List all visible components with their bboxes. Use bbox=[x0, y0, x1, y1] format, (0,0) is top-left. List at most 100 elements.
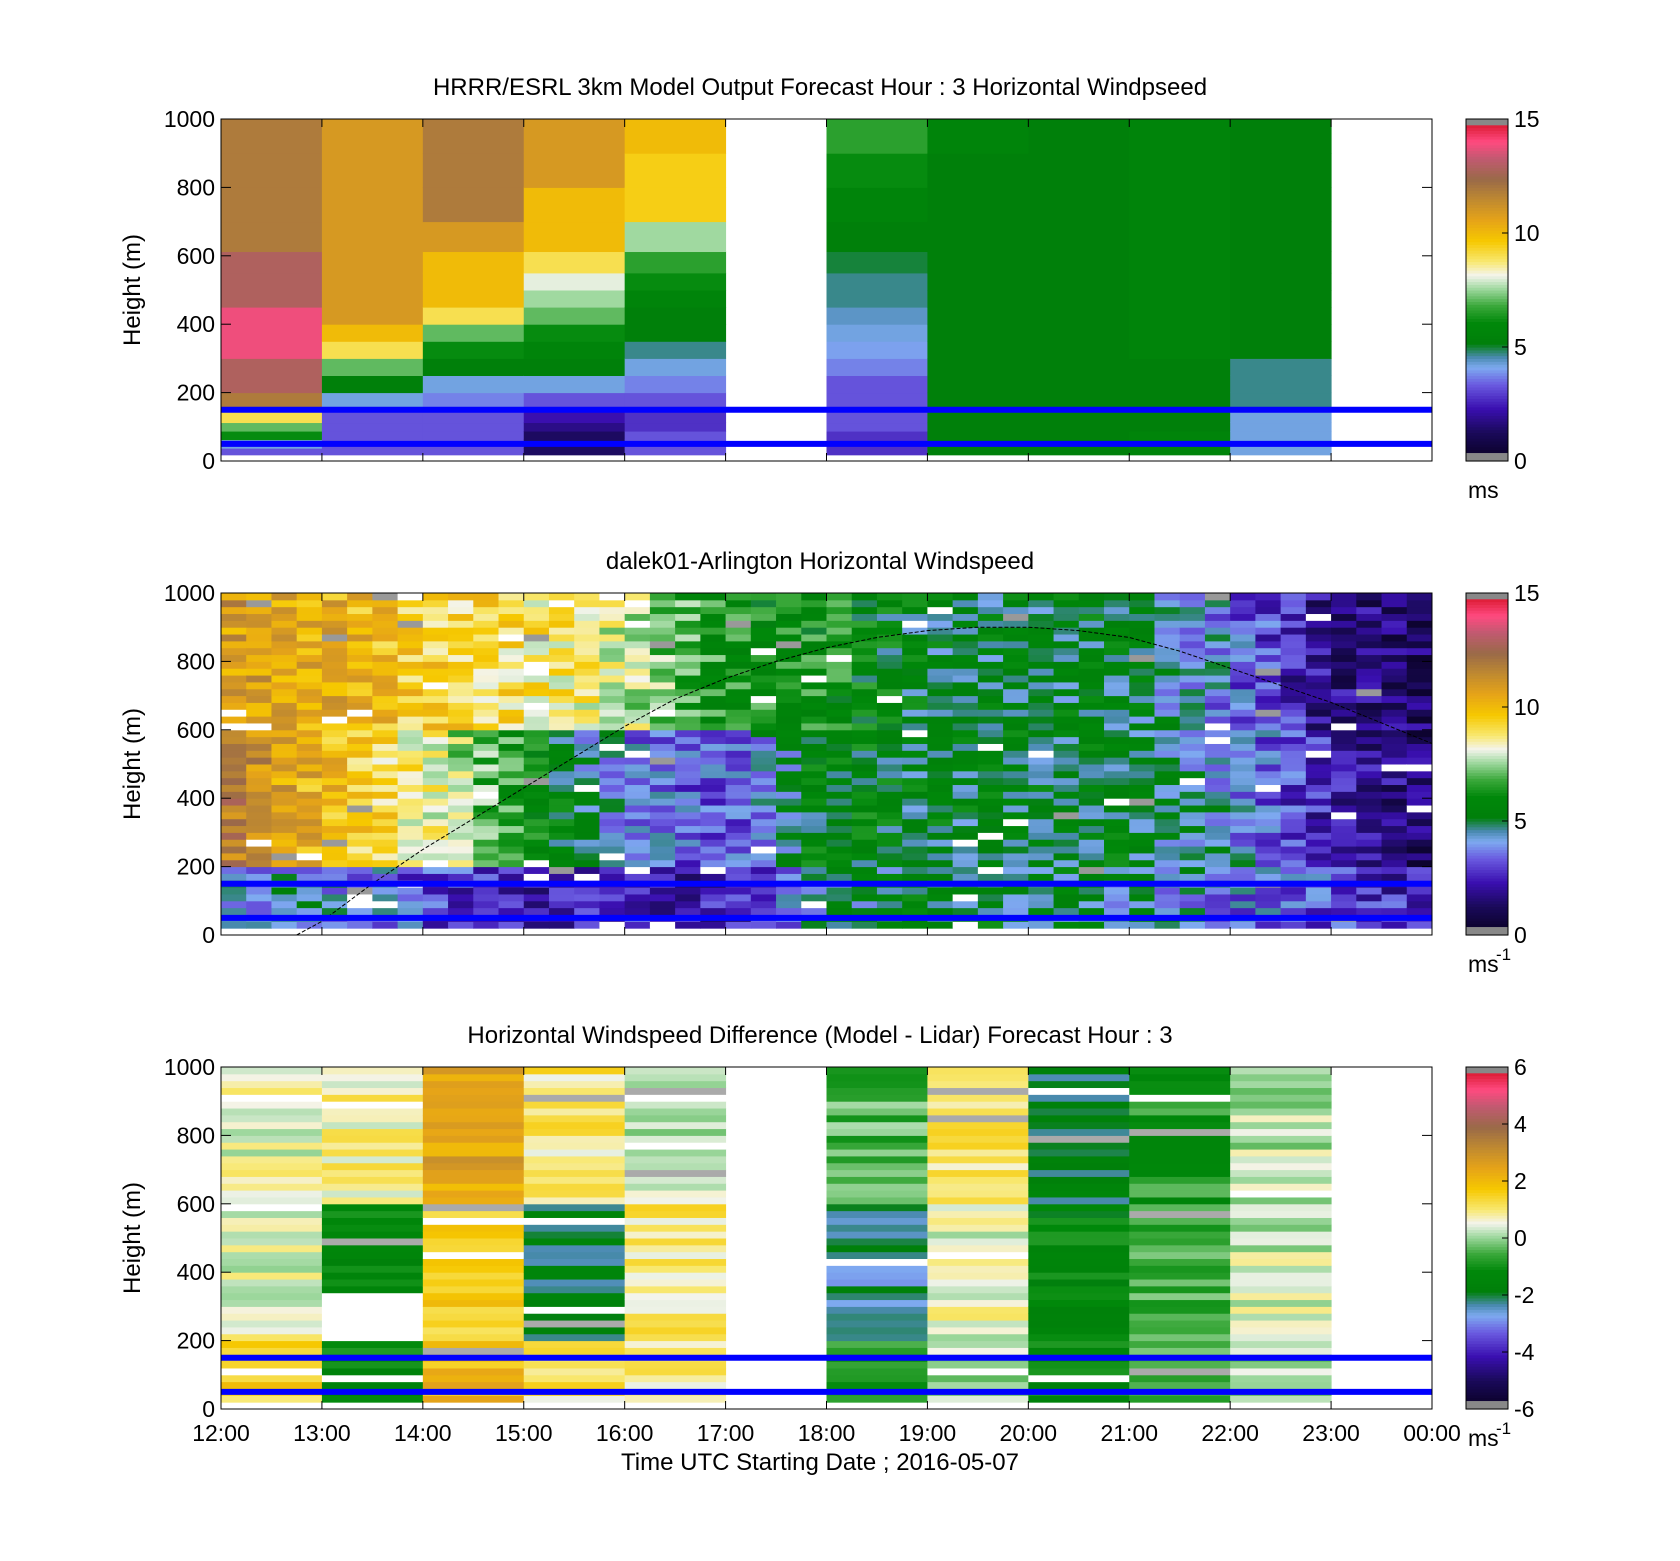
lidar-cell bbox=[826, 743, 853, 751]
colorbar-segment bbox=[1466, 1332, 1508, 1336]
lidar-cell bbox=[700, 873, 727, 881]
x-axis-label: Time UTC Starting Date ; 2016-05-07 bbox=[621, 1449, 1019, 1476]
lidar-cell bbox=[448, 921, 474, 929]
difference-cell bbox=[221, 1108, 323, 1116]
difference-cell bbox=[826, 1162, 928, 1171]
lidar-cell bbox=[271, 634, 298, 642]
lidar-cell bbox=[599, 743, 626, 751]
difference-cell bbox=[826, 1183, 928, 1191]
lidar-cell bbox=[1230, 825, 1256, 833]
colorbar-segment bbox=[1466, 233, 1508, 237]
lidar-cell bbox=[1381, 695, 1408, 703]
lidar-cell bbox=[599, 599, 626, 608]
difference-cell bbox=[321, 1395, 424, 1403]
difference-cell bbox=[927, 1162, 1029, 1171]
lidar-cell bbox=[1129, 675, 1155, 683]
lidar-cell bbox=[1104, 647, 1130, 656]
colorbar-segment bbox=[1466, 227, 1508, 231]
difference-cell bbox=[321, 1087, 424, 1095]
lidar-cell bbox=[473, 832, 500, 840]
lidar-cell bbox=[1381, 634, 1408, 642]
difference-cell bbox=[1028, 1135, 1130, 1143]
difference-cell bbox=[1028, 1183, 1130, 1191]
lidar-cell bbox=[448, 900, 474, 909]
lidar-cell bbox=[1003, 818, 1029, 827]
lidar-cell bbox=[1129, 654, 1155, 662]
difference-cell bbox=[1230, 1149, 1332, 1157]
lidar-cell bbox=[624, 852, 651, 861]
lidar-cell bbox=[1204, 846, 1231, 854]
colorbar-segment bbox=[1466, 650, 1508, 654]
lidar-cell bbox=[1003, 757, 1029, 765]
colorbar-segment bbox=[1466, 1152, 1508, 1156]
lidar-cell bbox=[574, 593, 600, 601]
lidar-cell bbox=[296, 688, 323, 697]
lidar-cell bbox=[574, 900, 600, 909]
lidar-cell bbox=[1230, 770, 1256, 779]
lidar-cell bbox=[296, 859, 323, 868]
lidar-cell bbox=[599, 716, 626, 724]
lidar-cell bbox=[1154, 675, 1181, 683]
lidar-cell bbox=[1255, 709, 1282, 717]
lidar-cell bbox=[902, 791, 928, 799]
lidar-cell bbox=[1003, 599, 1029, 608]
lidar-cell bbox=[246, 873, 272, 881]
lidar-cell bbox=[523, 791, 550, 799]
lidar-cell bbox=[574, 722, 600, 731]
difference-cell bbox=[221, 1087, 323, 1095]
colorbar-segment bbox=[1466, 821, 1508, 825]
colorbar-segment bbox=[1466, 201, 1508, 206]
lidar-cell bbox=[1104, 688, 1130, 697]
lidar-cell bbox=[750, 695, 777, 703]
lidar-cell bbox=[776, 887, 802, 895]
lidar-cell bbox=[826, 921, 853, 929]
lidar-cell bbox=[221, 681, 247, 690]
lidar-cell bbox=[927, 640, 954, 649]
lidar-cell bbox=[422, 839, 449, 847]
lidar-cell bbox=[1003, 627, 1029, 635]
lidar-cell bbox=[750, 764, 777, 772]
colorbar-segment bbox=[1466, 218, 1508, 223]
lidar-cell bbox=[1154, 921, 1181, 929]
model-cell bbox=[624, 341, 727, 359]
colorbar-segment bbox=[1466, 418, 1508, 422]
lidar-cell bbox=[1104, 681, 1130, 690]
lidar-cell bbox=[221, 613, 247, 621]
lidar-cell bbox=[977, 627, 1004, 635]
lidar-cell bbox=[296, 839, 323, 847]
lidar-cell bbox=[826, 654, 853, 662]
lidar-cell bbox=[1204, 811, 1231, 820]
difference-cell bbox=[624, 1251, 727, 1260]
lidar-cell bbox=[624, 743, 651, 751]
colorbar-segment bbox=[1466, 1257, 1508, 1262]
lidar-cell bbox=[296, 757, 323, 765]
difference-cell bbox=[523, 1381, 626, 1389]
difference-cell bbox=[523, 1176, 626, 1184]
lidar-cell bbox=[448, 743, 474, 751]
lidar-cell bbox=[649, 668, 676, 676]
lidar-cell bbox=[1003, 811, 1029, 820]
colorbar-segment bbox=[1466, 886, 1508, 890]
lidar-cell bbox=[902, 798, 928, 806]
difference-cell bbox=[1230, 1367, 1332, 1376]
lidar-cell bbox=[599, 846, 626, 854]
colorbar-segment bbox=[1466, 852, 1508, 856]
model-cell bbox=[321, 341, 424, 359]
lidar-cell bbox=[1255, 852, 1282, 861]
difference-cell bbox=[624, 1231, 727, 1239]
lidar-cell bbox=[321, 640, 348, 649]
lidar-cell bbox=[801, 722, 827, 731]
lidar-cell bbox=[1053, 859, 1080, 868]
difference-cell bbox=[826, 1374, 928, 1383]
difference-cell bbox=[422, 1313, 525, 1321]
difference-cell bbox=[826, 1333, 928, 1342]
lidar-cell bbox=[675, 722, 701, 731]
difference-cell bbox=[321, 1340, 424, 1348]
lidar-cell bbox=[347, 675, 373, 683]
difference-cell bbox=[321, 1381, 424, 1389]
lidar-cell bbox=[826, 811, 853, 820]
model-cell bbox=[1129, 221, 1231, 253]
lidar-cell bbox=[624, 661, 651, 669]
lidar-cell bbox=[851, 764, 878, 772]
difference-cell bbox=[1129, 1108, 1231, 1116]
